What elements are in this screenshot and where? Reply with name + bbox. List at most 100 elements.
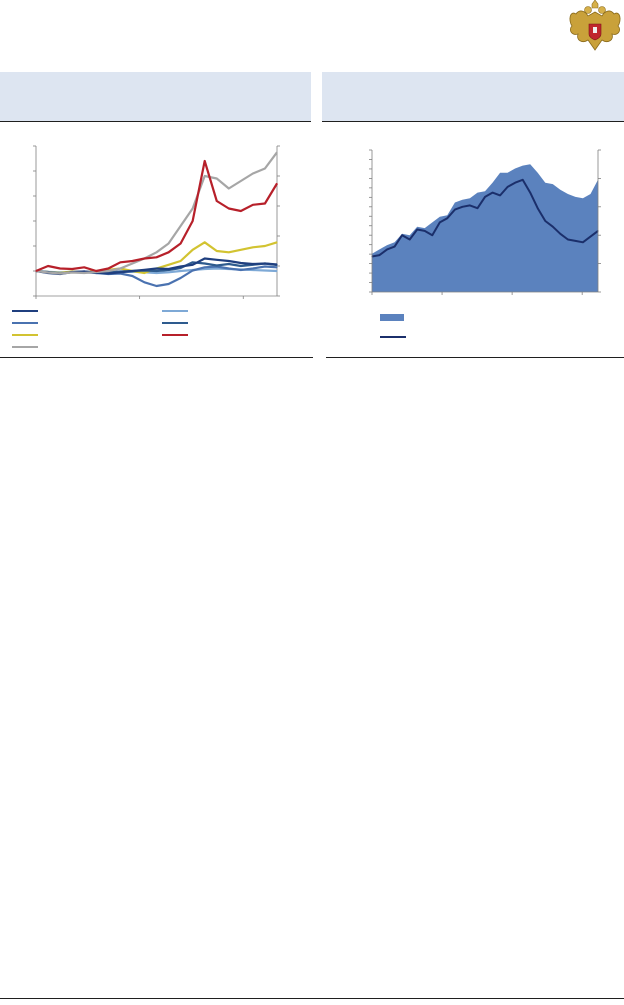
data-point [276, 182, 278, 185]
data-point [192, 269, 194, 272]
data-point [216, 200, 218, 202]
data-point [276, 270, 278, 272]
legend-swatch [12, 310, 38, 312]
series-line-6 [35, 159, 278, 273]
legend-item [162, 334, 193, 336]
data-point [567, 238, 569, 241]
data-point [119, 261, 121, 263]
data-point [180, 225, 182, 227]
data-point [107, 272, 109, 275]
legend-item [162, 322, 193, 324]
data-point [446, 217, 448, 219]
data-point [204, 262, 206, 265]
data-point [216, 267, 218, 270]
data-point [252, 204, 254, 206]
data-point [180, 260, 182, 262]
data-point [264, 269, 266, 272]
data-point [252, 267, 254, 270]
data-point [228, 207, 230, 210]
data-point [131, 275, 133, 277]
data-point [155, 251, 158, 253]
right-panel-bottom-rule [326, 357, 624, 358]
data-point [83, 270, 85, 273]
data-point [71, 271, 73, 274]
data-point [83, 272, 85, 274]
legend-item [12, 310, 43, 312]
data-point [240, 210, 242, 212]
data-point [155, 256, 158, 258]
data-point [192, 220, 194, 222]
data-point [559, 233, 561, 235]
data-point [204, 266, 206, 268]
data-point [264, 202, 266, 205]
footer-rule [0, 998, 624, 999]
data-point [167, 283, 170, 285]
data-point [394, 246, 396, 248]
data-point [131, 260, 133, 262]
data-point [461, 206, 463, 208]
data-point [252, 246, 254, 248]
data-point [35, 270, 37, 272]
data-point [192, 207, 194, 210]
data-point [180, 277, 182, 279]
data-point [204, 160, 206, 162]
data-point [95, 270, 97, 272]
data-point [47, 271, 49, 274]
data-point [155, 272, 158, 274]
data-point [439, 221, 441, 223]
data-point [544, 220, 546, 222]
data-point [131, 262, 133, 265]
data-point [143, 257, 146, 260]
data-point [192, 249, 194, 251]
data-point [476, 207, 479, 209]
data-point [59, 267, 61, 270]
data-point [454, 209, 456, 211]
data-point [582, 241, 584, 243]
data-point [240, 269, 242, 271]
coat-of-arms-emblem [569, 0, 621, 51]
data-point [228, 263, 230, 265]
data-point [59, 272, 61, 275]
data-point [228, 260, 230, 262]
data-point [507, 186, 509, 188]
legend-item [162, 310, 193, 312]
data-point [240, 249, 242, 251]
data-point [204, 175, 206, 177]
data-point [119, 267, 121, 270]
legend-swatch [162, 310, 188, 312]
data-point [119, 271, 121, 273]
data-point [240, 262, 242, 264]
data-point [204, 257, 206, 260]
data-point [180, 270, 182, 272]
data-point [180, 265, 182, 268]
data-point [167, 264, 170, 266]
data-point [143, 269, 146, 271]
data-point [386, 248, 388, 250]
legend-swatch [162, 334, 188, 336]
data-point [276, 266, 278, 268]
data-point [469, 204, 471, 206]
data-point [537, 207, 539, 209]
data-point [192, 261, 194, 263]
legend-swatch [12, 346, 38, 348]
data-point [499, 194, 501, 196]
data-point [264, 245, 266, 247]
data-point [491, 192, 494, 194]
data-point [264, 262, 266, 265]
data-point [204, 241, 206, 243]
data-point [155, 270, 158, 272]
right-panel-header [322, 72, 624, 122]
data-point [409, 238, 411, 241]
data-point [107, 270, 109, 272]
data-point [216, 177, 218, 180]
series-line-3 [35, 151, 278, 275]
left-panel-header [0, 72, 311, 122]
data-point [83, 266, 85, 268]
legend-swatch [380, 314, 404, 321]
data-point [431, 234, 433, 236]
data-point [155, 267, 158, 270]
data-point [216, 250, 218, 252]
data-point [192, 264, 194, 266]
data-point [276, 263, 278, 266]
data-point [228, 251, 230, 253]
